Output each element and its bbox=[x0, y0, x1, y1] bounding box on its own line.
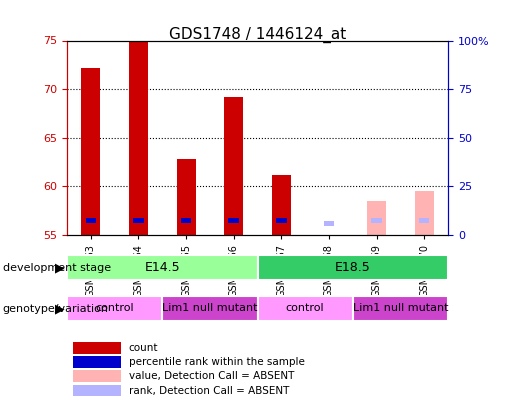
Text: control: control bbox=[95, 303, 134, 313]
Text: ▶: ▶ bbox=[55, 262, 65, 275]
Bar bbox=[181, 218, 191, 223]
Bar bbox=[85, 218, 96, 223]
Bar bbox=[133, 218, 144, 223]
Text: GDS1748 / 1446124_at: GDS1748 / 1446124_at bbox=[169, 26, 346, 43]
Text: Lim1 null mutant: Lim1 null mutant bbox=[353, 303, 448, 313]
Text: rank, Detection Call = ABSENT: rank, Detection Call = ABSENT bbox=[129, 386, 289, 396]
Bar bbox=[162, 296, 258, 321]
Bar bbox=[276, 218, 286, 223]
Text: E18.5: E18.5 bbox=[335, 261, 371, 274]
Bar bbox=[81, 68, 100, 235]
Bar bbox=[73, 356, 121, 368]
Bar bbox=[67, 296, 162, 321]
Bar bbox=[415, 191, 434, 235]
Bar bbox=[419, 218, 430, 223]
Bar bbox=[177, 159, 196, 235]
Bar bbox=[73, 385, 121, 396]
Text: development stage: development stage bbox=[3, 263, 111, 273]
Bar bbox=[324, 221, 334, 226]
Text: value, Detection Call = ABSENT: value, Detection Call = ABSENT bbox=[129, 371, 294, 382]
Bar bbox=[224, 97, 243, 235]
Bar bbox=[229, 218, 239, 223]
Text: control: control bbox=[286, 303, 324, 313]
Bar bbox=[367, 201, 386, 235]
Bar bbox=[371, 218, 382, 223]
Bar bbox=[258, 296, 353, 321]
Bar bbox=[353, 296, 448, 321]
Bar bbox=[258, 255, 448, 280]
Bar bbox=[73, 371, 121, 382]
Text: Lim1 null mutant: Lim1 null mutant bbox=[162, 303, 258, 313]
Text: genotype/variation: genotype/variation bbox=[3, 304, 109, 313]
Bar bbox=[73, 342, 121, 354]
Text: E14.5: E14.5 bbox=[144, 261, 180, 274]
Bar bbox=[272, 175, 291, 235]
Text: count: count bbox=[129, 343, 158, 353]
Text: percentile rank within the sample: percentile rank within the sample bbox=[129, 357, 304, 367]
Text: ▶: ▶ bbox=[55, 302, 65, 315]
Bar bbox=[67, 255, 258, 280]
Bar bbox=[129, 40, 148, 235]
